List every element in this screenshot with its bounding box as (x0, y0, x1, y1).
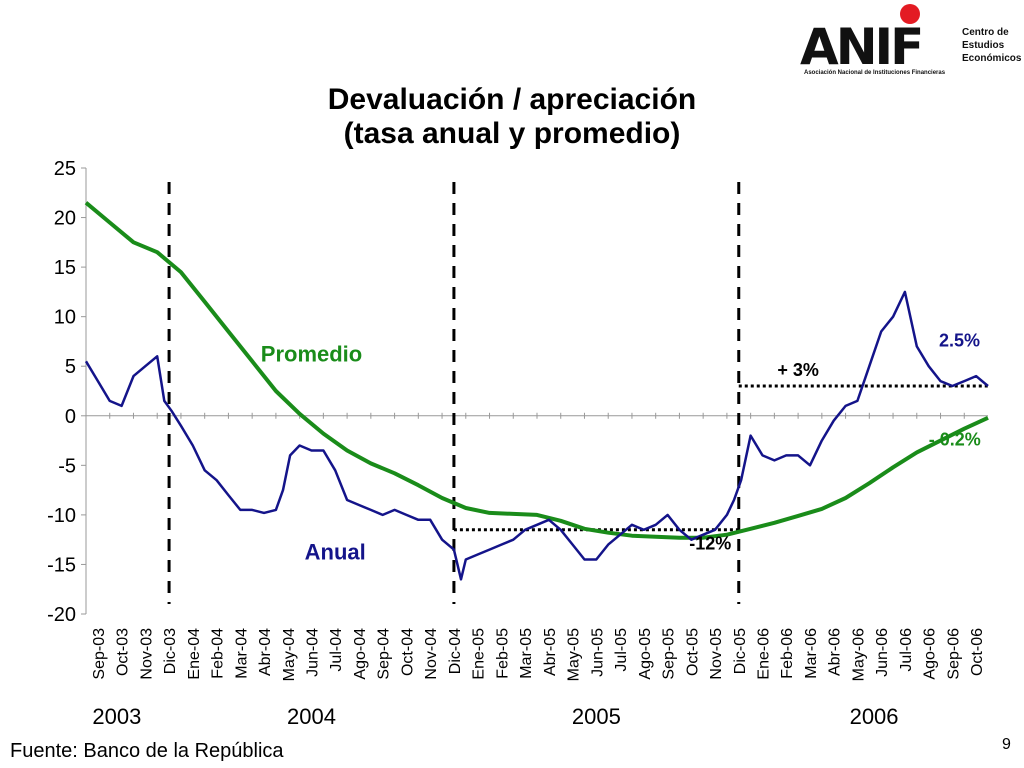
chart-annotation: 2.5% (939, 330, 980, 350)
chart-annotation: -12% (689, 534, 731, 554)
x-tick-label: Dic-03 (162, 628, 179, 674)
x-tick-label: Dic-04 (447, 628, 464, 674)
y-tick-label: -5 (58, 455, 76, 477)
chart-annotation: + 3% (777, 360, 819, 380)
chart-subtitle: (tasa anual y promedio) (343, 117, 681, 150)
series-line-promedio (84, 201, 989, 540)
x-tick-label: Feb-04 (210, 628, 227, 679)
chart-annotation: Promedio (261, 341, 362, 366)
x-tick-label: May-06 (850, 628, 867, 681)
year-label: 2006 (850, 704, 899, 729)
y-tick-label: 5 (65, 356, 76, 378)
x-tick-label: May-05 (566, 628, 583, 681)
page-number: 9 (1002, 736, 1011, 753)
x-tick-label: Oct-05 (684, 628, 701, 676)
x-tick-label: Sep-04 (376, 628, 393, 680)
year-label: 2005 (572, 704, 621, 729)
x-tick-label: Abr-06 (827, 628, 844, 676)
x-tick-label: Ene-04 (186, 628, 203, 680)
x-tick-label: Dic-05 (732, 628, 749, 674)
x-tick-label: Mar-05 (518, 628, 535, 679)
y-tick-label: 20 (54, 208, 76, 230)
x-tick-label: Sep-03 (91, 628, 108, 680)
logo-line1: Centro de (962, 27, 1009, 38)
x-tick-label: Nov-03 (138, 628, 155, 680)
x-tick-label: Nov-05 (708, 628, 725, 680)
chart-annotation: Anual (305, 539, 366, 564)
x-tick-label: Jul-06 (898, 628, 915, 672)
x-tick-label: Oct-04 (399, 628, 416, 676)
x-tick-label: Feb-05 (494, 628, 511, 679)
y-tick-label: -10 (47, 505, 76, 527)
x-tick-label: Ago-04 (352, 628, 369, 680)
y-tick-label: 0 (65, 406, 76, 428)
year-label: 2003 (92, 704, 141, 729)
chart-title: Devaluación / apreciación (327, 83, 697, 116)
y-tick-label: 15 (54, 257, 76, 279)
logo-mark: ANIF (800, 18, 924, 76)
x-tick-label: Jun-06 (874, 628, 891, 677)
y-tick-label: 25 (54, 158, 76, 180)
year-label: 2004 (287, 704, 336, 729)
logo-subtitle: Asociación Nacional de Instituciones Fin… (804, 70, 946, 76)
x-tick-label: Ene-06 (756, 628, 773, 680)
x-tick-label: Ago-05 (637, 628, 654, 680)
logo-line2: Estudios (962, 40, 1005, 51)
x-tick-label: Jul-04 (328, 628, 345, 672)
x-tick-label: Nov-04 (423, 628, 440, 680)
x-tick-label: Mar-06 (803, 628, 820, 679)
logo-line3: Económicos (962, 53, 1022, 64)
source-note: Fuente: Banco de la República (10, 740, 284, 762)
x-tick-label: Sep-06 (945, 628, 962, 680)
x-tick-label: Jun-05 (589, 628, 606, 677)
logo-dot (900, 4, 920, 24)
x-tick-label: Ene-05 (471, 628, 488, 680)
x-tick-label: Mar-04 (233, 628, 250, 679)
x-tick-label: Abr-05 (542, 628, 559, 676)
chart-annotation: - 0.2% (929, 430, 981, 450)
x-tick-label: Oct-03 (115, 628, 132, 676)
x-tick-label: May-04 (281, 628, 298, 681)
x-tick-label: Sep-05 (661, 628, 678, 680)
y-tick-label: -20 (47, 604, 76, 626)
x-tick-label: Jul-05 (613, 628, 630, 672)
series-line-anual (84, 290, 989, 581)
x-tick-label: Feb-06 (779, 628, 796, 679)
x-tick-label: Abr-04 (257, 628, 274, 676)
logo-tagline: Centro de Estudios Económicos (962, 26, 1021, 65)
x-tick-label: Jun-04 (305, 628, 322, 677)
y-tick-label: -15 (47, 554, 76, 576)
x-tick-label: Oct-06 (969, 628, 986, 676)
x-tick-label: Ago-06 (922, 628, 939, 680)
anif-logo: ANIF Centro de Estudios Económicos Asoci… (800, 4, 1022, 82)
y-tick-label: 10 (54, 307, 76, 329)
